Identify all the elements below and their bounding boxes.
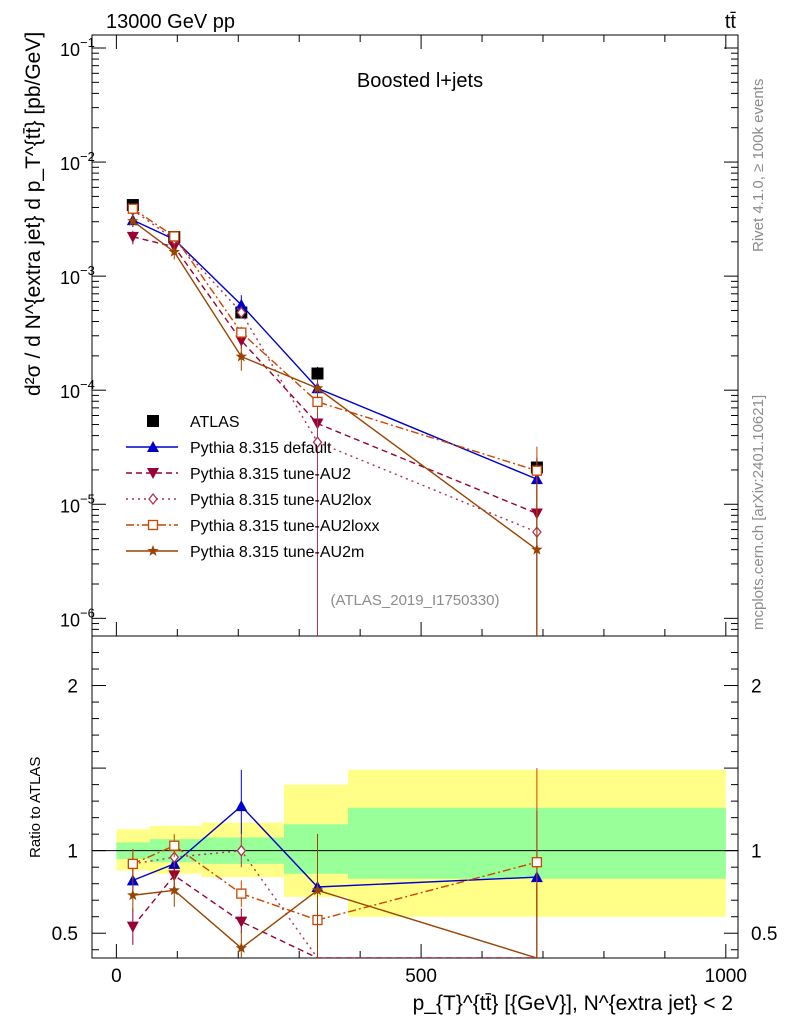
- analysis-tag: (ATLAS_2019_I1750330): [330, 592, 499, 609]
- main-point: [236, 306, 247, 319]
- ratio-ytick-label-left-1: 1: [67, 842, 78, 863]
- main-point: [312, 396, 323, 408]
- main-point: [235, 335, 248, 347]
- ratio-series-4: [127, 834, 538, 958]
- main-series-5: [127, 215, 543, 636]
- main-point: [168, 245, 180, 257]
- main-point: [311, 382, 324, 394]
- main-point: [235, 350, 247, 362]
- ratio-point: [235, 916, 248, 928]
- ratio-ytick-label-right-2: 2: [751, 677, 762, 698]
- legend-marker: [147, 519, 159, 531]
- ratio-xtick-label-1: 500: [405, 966, 437, 987]
- x-axis-label: p_{T}^{tt̄} [{GeV}], N^{extra jet} < 2: [413, 992, 733, 1015]
- ratio-point: [168, 884, 180, 896]
- legend-label: ATLAS: [190, 414, 240, 431]
- legend-label: Pythia 8.315 default: [190, 440, 332, 457]
- ratio-point: [127, 889, 139, 901]
- main-ytick-label-3: 10−4: [60, 377, 95, 402]
- process-label: tt̄: [725, 11, 737, 33]
- main-point: [127, 203, 138, 214]
- legend-marker: [147, 468, 159, 479]
- green-band-3: [283, 824, 348, 874]
- main-point: [126, 231, 139, 243]
- ratio-xtick-label-0: 0: [111, 966, 122, 987]
- main-ytick-label-5: 10−6: [60, 605, 95, 630]
- energy-label: 13000 GeV pp: [106, 11, 235, 33]
- rivet-label: Rivet 4.1.0, ≥ 100k events: [750, 79, 767, 252]
- main-ytick-label-4: 10−5: [60, 491, 95, 516]
- main-point: [312, 436, 323, 449]
- legend-marker: [147, 545, 159, 556]
- ratio-point: [127, 858, 138, 870]
- ratio-y-axis-label: Ratio to ATLAS: [27, 757, 44, 858]
- ratio-ytick-label-left-2: 2: [67, 677, 78, 698]
- ratio-point: [531, 857, 543, 868]
- legend-label: Pythia 8.315 tune-AU2lox: [190, 492, 371, 509]
- legend-label: Pythia 8.315 tune-AU2loxx: [190, 518, 379, 535]
- main-point: [236, 327, 247, 338]
- main-line-3: [132, 209, 538, 533]
- ratio-ytick-label-right-1: 1: [751, 842, 762, 863]
- chart-title: Boosted l+jets: [357, 70, 483, 92]
- main-series-2: [126, 230, 543, 636]
- main-ytick-label-0: 10−1: [60, 35, 95, 60]
- ratio-point: [236, 844, 247, 857]
- main-point: [235, 298, 248, 310]
- ratio-point: [235, 800, 248, 812]
- ratio-panel-frame: [91, 635, 739, 959]
- main-point: [531, 543, 543, 555]
- legend-item-3: Pythia 8.315 tune-AU2lox: [126, 492, 371, 509]
- legend-item-0: ATLAS: [147, 414, 240, 431]
- main-ytick-label-1: 10−2: [60, 149, 95, 174]
- legend: ATLAS Pythia 8.315 default Pythia 8.315 tu…: [126, 414, 379, 561]
- ratio-point: [311, 884, 324, 896]
- ratio-frame-rect: [91, 635, 739, 959]
- main-frame-rect: [91, 34, 739, 637]
- ratio-point: [126, 921, 139, 933]
- mcplots-label: mcplots.cern.ch [arXiv:2401.10621]: [750, 395, 767, 630]
- ratio-point: [236, 888, 247, 899]
- legend-item-4: Pythia 8.315 tune-AU2loxx: [126, 518, 379, 535]
- main-panel-frame: [91, 34, 739, 637]
- ratio-point: [169, 840, 180, 851]
- ratio-xtick-label-2: 1000: [705, 966, 747, 987]
- legend-label: Pythia 8.315 tune-AU2m: [190, 544, 364, 561]
- ratio-series-group: [126, 768, 543, 958]
- ratio-ytick-label-right-0: 0.5: [751, 924, 777, 945]
- legend-marker: [147, 415, 159, 427]
- main-point: [311, 367, 324, 380]
- ratio-series-clip: [126, 768, 543, 958]
- main-point: [531, 465, 543, 476]
- ratio-point: [235, 942, 247, 953]
- main-y-axis-label: d²σ / d N^{extra jet} d p_T^{tt̄} [pb/Ge…: [22, 32, 45, 396]
- legend-item-5: Pythia 8.315 tune-AU2m: [126, 544, 364, 561]
- main-point: [127, 215, 139, 226]
- legend-marker: [148, 492, 158, 506]
- legend-item-2: Pythia 8.315 tune-AU2: [126, 466, 351, 483]
- main-point: [169, 231, 180, 242]
- main-ytick-label-2: 10−3: [60, 263, 95, 288]
- ratio-axis-ticks: 0.5 0.5 1 1 2 2 0 500 1000: [52, 652, 777, 987]
- legend-marker: [147, 441, 159, 452]
- main-series-0: [126, 199, 543, 478]
- legend-label: Pythia 8.315 tune-AU2: [190, 466, 351, 483]
- ratio-line-3: [132, 844, 538, 921]
- main-line-4: [132, 208, 538, 472]
- ratio-uncertainty-bands: [116, 769, 726, 917]
- ratio-ytick-label-left-0: 0.5: [52, 924, 78, 945]
- main-series-group: [126, 199, 543, 636]
- main-y-axis-ticks: 10−1 10−2 10−3 10−4 10−5 10−6: [60, 35, 738, 637]
- legend-item-1: Pythia 8.315 default: [126, 440, 332, 457]
